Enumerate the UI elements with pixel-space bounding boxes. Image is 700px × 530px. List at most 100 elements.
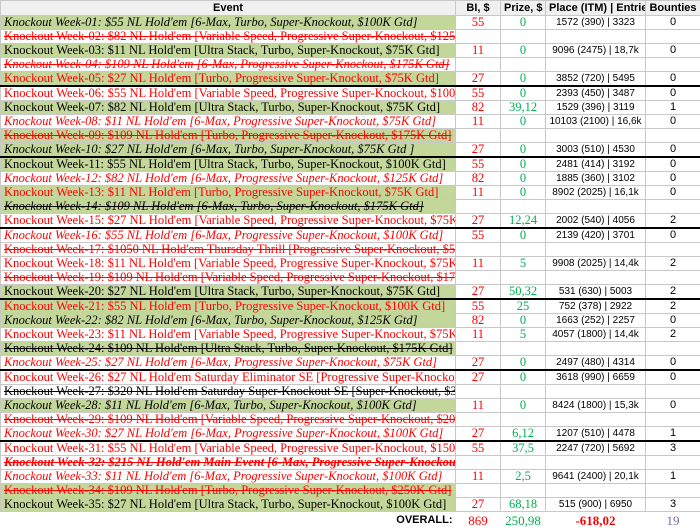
event-cell[interactable]: Knockout Week-16: $55 NL Hold'em [6-Max,… xyxy=(0,227,456,243)
event-cell[interactable]: Knockout Week-31: $55 NL Hold'em [Variab… xyxy=(0,440,456,456)
buyin-cell[interactable]: 27 xyxy=(455,142,501,158)
buyin-cell[interactable] xyxy=(455,455,501,470)
buyin-cell[interactable]: 82 xyxy=(455,171,501,186)
event-cell[interactable]: Knockout Week-13: $11 NL Hold'em [Turbo,… xyxy=(0,185,456,200)
prize-cell[interactable] xyxy=(500,57,546,72)
event-cell[interactable]: Knockout Week-18: $11 NL Hold'em [Variab… xyxy=(0,256,456,271)
overall-bi[interactable]: 869 xyxy=(455,511,501,528)
prize-cell[interactable] xyxy=(500,455,546,470)
place-cell[interactable]: 8902 (2025) | 16,1k xyxy=(545,185,646,200)
event-cell[interactable]: Knockout Week-19: $109 NL Hold'em [Varia… xyxy=(0,270,456,285)
place-cell[interactable] xyxy=(545,412,646,427)
bounties-cell[interactable]: 2 xyxy=(645,213,700,229)
bounties-cell[interactable]: 1 xyxy=(645,469,700,484)
place-cell[interactable]: 3003 (510) | 4530 xyxy=(545,142,646,158)
place-cell[interactable]: 10103 (2100) | 16,6k xyxy=(545,114,646,129)
event-cell[interactable]: Knockout Week-24: $109 NL Hold'em [Ultra… xyxy=(0,341,456,356)
place-cell[interactable]: 3852 (720) | 5495 xyxy=(545,71,646,87)
event-cell[interactable]: Knockout Week-17: $1050 NL Hold'em Thurs… xyxy=(0,242,456,257)
place-cell[interactable]: 8424 (1800) | 15,3k xyxy=(545,398,646,413)
prize-cell[interactable]: 2,5 xyxy=(500,469,546,484)
buyin-cell[interactable]: 11 xyxy=(455,327,501,342)
place-cell[interactable]: 3618 (990) | 6659 xyxy=(545,369,646,385)
event-cell[interactable]: Knockout Week-33: $11 NL Hold'em [6-Max,… xyxy=(0,469,456,484)
event-cell[interactable]: Knockout Week-34: $109 NL Hold'em [Turbo… xyxy=(0,483,456,498)
event-cell[interactable]: Knockout Week-20: $27 NL Hold'em [Ultra … xyxy=(0,284,456,300)
prize-cell[interactable]: 5 xyxy=(500,327,546,342)
bounties-cell[interactable]: 0 xyxy=(645,43,700,58)
bounties-cell[interactable] xyxy=(645,128,700,143)
event-cell[interactable]: Knockout Week-01: $55 NL Hold'em [6-Max,… xyxy=(0,15,456,30)
place-cell[interactable] xyxy=(545,483,646,498)
bounties-cell[interactable]: 3 xyxy=(645,497,700,512)
bounties-cell[interactable] xyxy=(645,384,700,399)
bounties-cell[interactable]: 0 xyxy=(645,85,700,101)
buyin-cell[interactable] xyxy=(455,128,501,143)
prize-cell[interactable]: 0 xyxy=(500,15,546,30)
prize-cell[interactable]: 0 xyxy=(500,355,546,371)
place-cell[interactable]: 752 (378) | 2922 xyxy=(545,298,646,314)
place-cell[interactable]: 1207 (510) | 4478 xyxy=(545,426,646,442)
buyin-cell[interactable]: 55 xyxy=(455,440,501,456)
event-cell[interactable]: Knockout Week-04: $109 NL Hold'em [6-Max… xyxy=(0,57,456,72)
place-cell[interactable]: 1885 (360) | 3102 xyxy=(545,171,646,186)
bounties-cell[interactable]: 0 xyxy=(645,313,700,328)
place-cell[interactable]: 2247 (720) | 5692 xyxy=(545,440,646,456)
event-cell[interactable]: Knockout Week-05: $27 NL Hold'em [Turbo,… xyxy=(0,71,456,87)
buyin-cell[interactable]: 27 xyxy=(455,355,501,371)
prize-cell[interactable]: 50,32 xyxy=(500,284,546,300)
bounties-cell[interactable]: 0 xyxy=(645,227,700,243)
prize-cell[interactable] xyxy=(500,29,546,44)
place-cell[interactable]: 2002 (540) | 4056 xyxy=(545,213,646,229)
bounties-cell[interactable] xyxy=(645,199,700,214)
buyin-cell[interactable]: 27 xyxy=(455,369,501,385)
bounties-cell[interactable]: 0 xyxy=(645,142,700,158)
event-cell[interactable]: Knockout Week-29: $109 NL Hold'em [Varia… xyxy=(0,412,456,427)
prize-cell[interactable]: 6,12 xyxy=(500,426,546,442)
bounties-cell[interactable]: 0 xyxy=(645,355,700,371)
buyin-cell[interactable]: 11 xyxy=(455,43,501,58)
bounties-cell[interactable]: 2 xyxy=(645,284,700,300)
event-cell[interactable]: Knockout Week-14: $109 NL Hold'em [6-Max… xyxy=(0,199,456,214)
bounties-cell[interactable]: 2 xyxy=(645,298,700,314)
place-cell[interactable] xyxy=(545,199,646,214)
place-cell[interactable]: 515 (900) | 6950 xyxy=(545,497,646,512)
event-cell[interactable]: Knockout Week-21: $55 NL Hold'em [Turbo,… xyxy=(0,298,456,314)
event-cell[interactable]: Knockout Week-28: $11 NL Hold'em [6-Max,… xyxy=(0,398,456,413)
prize-cell[interactable]: 0 xyxy=(500,227,546,243)
bounties-cell[interactable] xyxy=(645,412,700,427)
bounties-cell[interactable] xyxy=(645,270,700,285)
event-cell[interactable]: Knockout Week-08: $11 NL Hold'em [6-Max,… xyxy=(0,114,456,129)
prize-cell[interactable]: 25 xyxy=(500,298,546,314)
buyin-cell[interactable] xyxy=(455,384,501,399)
place-cell[interactable] xyxy=(545,29,646,44)
event-cell[interactable]: Knockout Week-03: $11 NL Hold'em [Ultra … xyxy=(0,43,456,58)
prize-cell[interactable]: 37,5 xyxy=(500,440,546,456)
buyin-cell[interactable]: 11 xyxy=(455,185,501,200)
bounties-cell[interactable] xyxy=(645,29,700,44)
place-cell[interactable]: 4057 (1800) | 14,4k xyxy=(545,327,646,342)
place-cell[interactable] xyxy=(545,242,646,257)
buyin-cell[interactable] xyxy=(455,483,501,498)
place-cell[interactable]: 9641 (2400) | 20,1k xyxy=(545,469,646,484)
place-cell[interactable]: 2393 (450) | 3487 xyxy=(545,85,646,101)
event-cell[interactable]: Knockout Week-12: $82 NL Hold'em [6-Max,… xyxy=(0,171,456,186)
bounties-cell[interactable]: 0 xyxy=(645,369,700,385)
event-cell[interactable]: Knockout Week-22: $82 NL Hold'em [6-Max,… xyxy=(0,313,456,328)
header-bounties[interactable]: Bounties xyxy=(645,0,700,16)
event-cell[interactable]: Knockout Week-15: $27 NL Hold'em [Variab… xyxy=(0,213,456,229)
buyin-cell[interactable]: 11 xyxy=(455,469,501,484)
prize-cell[interactable]: 0 xyxy=(500,142,546,158)
prize-cell[interactable]: 0 xyxy=(500,71,546,87)
buyin-cell[interactable]: 27 xyxy=(455,426,501,442)
buyin-cell[interactable]: 55 xyxy=(455,85,501,101)
prize-cell[interactable]: 0 xyxy=(500,43,546,58)
buyin-cell[interactable]: 27 xyxy=(455,497,501,512)
event-cell[interactable]: Knockout Week-06: $55 NL Hold'em [Variab… xyxy=(0,85,456,101)
event-cell[interactable]: Knockout Week-11: $55 NL Hold'em [Ultra … xyxy=(0,156,456,172)
place-cell[interactable]: 531 (630) | 5003 xyxy=(545,284,646,300)
event-cell[interactable]: Knockout Week-25: $27 NL Hold'em [6-Max,… xyxy=(0,355,456,371)
prize-cell[interactable]: 5 xyxy=(500,256,546,271)
prize-cell[interactable]: 0 xyxy=(500,313,546,328)
bounties-cell[interactable]: 1 xyxy=(645,426,700,442)
